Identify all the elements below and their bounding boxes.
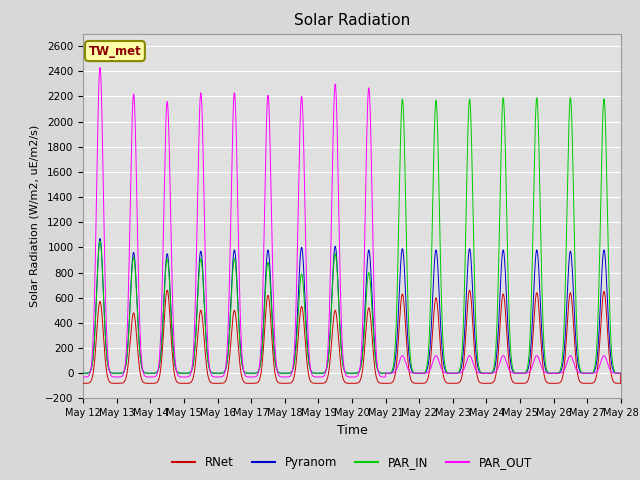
Text: TW_met: TW_met [88,45,141,58]
Legend: RNet, Pyranom, PAR_IN, PAR_OUT: RNet, Pyranom, PAR_IN, PAR_OUT [167,452,537,474]
Title: Solar Radiation: Solar Radiation [294,13,410,28]
Y-axis label: Solar Radiation (W/m2, uE/m2/s): Solar Radiation (W/m2, uE/m2/s) [29,125,40,307]
X-axis label: Time: Time [337,424,367,437]
